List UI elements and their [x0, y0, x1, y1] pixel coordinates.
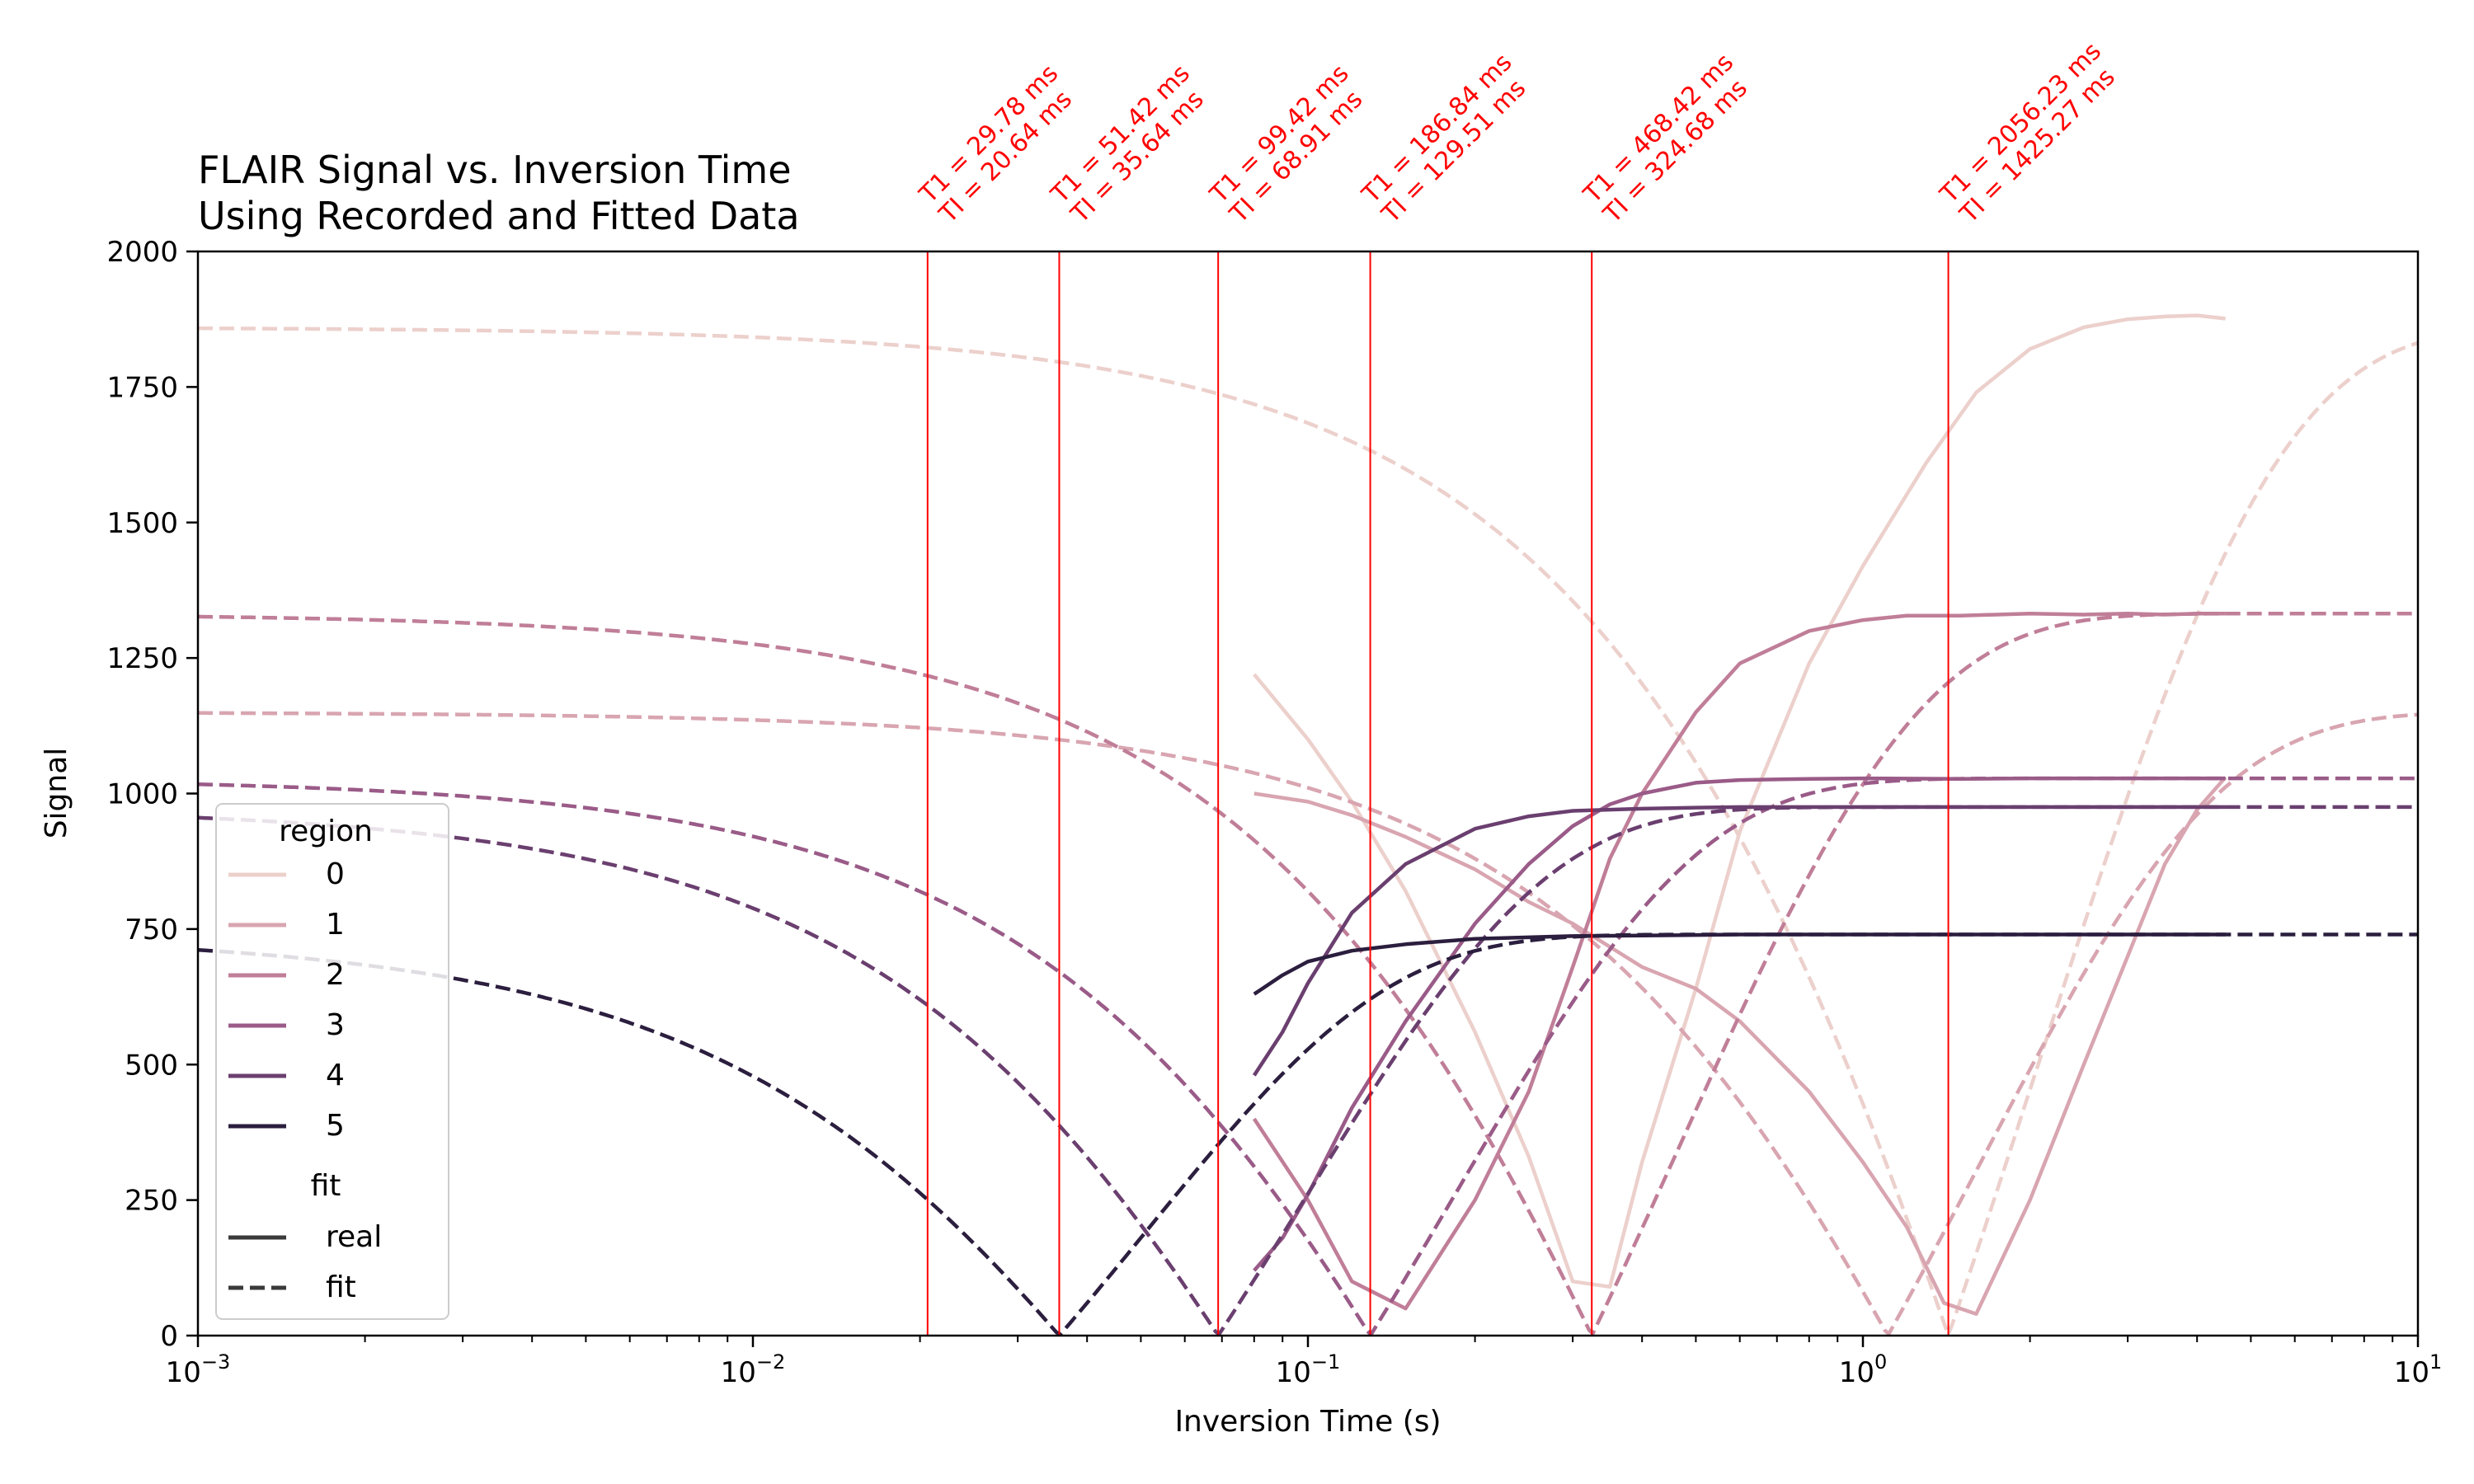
- y-tick-label: 2000: [106, 236, 178, 269]
- legend-style-title: fit: [311, 1169, 341, 1203]
- chart-title: FLAIR Signal vs. Inversion Time Using Re…: [198, 148, 800, 238]
- x-tick-exponent: −2: [756, 1350, 785, 1374]
- fit-line-region-4: [198, 805, 2418, 1336]
- real-line-region-4: [1252, 805, 2226, 1077]
- legend-label-region-3: 3: [326, 1008, 345, 1042]
- real-line-region-3: [1253, 776, 2226, 1272]
- x-tick-exponent: −1: [1311, 1350, 1340, 1374]
- x-tick-base: 10: [166, 1356, 201, 1389]
- legend-box: [215, 803, 449, 1320]
- legend-label-region-2: 2: [326, 958, 345, 992]
- x-axis-label: Inversion Time (s): [1174, 1405, 1441, 1439]
- x-tick-base: 10: [721, 1356, 756, 1389]
- series-region-3: [198, 776, 2418, 1336]
- x-tick-label: 10−1: [1276, 1350, 1341, 1389]
- series-region-1: [198, 711, 2418, 1336]
- legend-label-real: real: [326, 1220, 382, 1254]
- x-tick-label: 10−3: [166, 1350, 231, 1389]
- real-line-region-1: [1253, 776, 2227, 1316]
- legend-label-region-5: 5: [326, 1109, 345, 1143]
- y-tick-label: 750: [125, 913, 178, 946]
- x-tick-base: 10: [1839, 1356, 1874, 1389]
- real-line-region-5: [1253, 932, 2226, 996]
- legend-label-region-0: 0: [326, 857, 345, 891]
- y-tick-label: 250: [125, 1185, 178, 1218]
- x-tick-exponent: 0: [1874, 1350, 1887, 1374]
- x-tick-base: 10: [2394, 1356, 2429, 1389]
- real-line-region-2: [1252, 611, 2226, 1311]
- fit-line-region-1: [198, 711, 2418, 1336]
- x-tick-label: 100: [1839, 1350, 1888, 1389]
- y-tick-label: 1500: [106, 507, 178, 540]
- y-tick-label: 1750: [106, 371, 178, 404]
- x-tick-exponent: −3: [201, 1350, 230, 1374]
- series-region-5: [198, 932, 2418, 1336]
- x-tick-exponent: 1: [2429, 1350, 2442, 1374]
- ti-reference-lines: [926, 251, 1950, 1336]
- x-tick-label: 101: [2394, 1350, 2443, 1389]
- x-tick-base: 10: [1276, 1356, 1311, 1389]
- chart-title-line2: Using Recorded and Fitted Data: [198, 194, 800, 238]
- y-tick-label: 1000: [106, 778, 178, 811]
- legend-hue-title: region: [279, 815, 373, 848]
- y-tick-label: 500: [125, 1049, 178, 1082]
- fit-line-region-2: [198, 611, 2418, 1336]
- real-line-region-0: [1253, 313, 2226, 1289]
- y-tick-label: 1250: [106, 642, 178, 675]
- legend-label-fit: fit: [326, 1270, 356, 1304]
- legend-entries: 0 1 2 3 4 5 real fit: [228, 857, 382, 1304]
- y-axis-label: Signal: [40, 748, 73, 839]
- series-region-4: [198, 805, 2418, 1336]
- x-axis: 10−3 10−2 10−1 100 101: [166, 1336, 2443, 1389]
- y-axis: 0 250 500 750 1000 1250 1500 1750 2000: [106, 236, 198, 1353]
- legend-label-region-1: 1: [326, 908, 345, 942]
- x-tick-label: 10−2: [721, 1350, 786, 1389]
- series-region-2: [198, 611, 2418, 1336]
- chart-title-line1: FLAIR Signal vs. Inversion Time: [198, 148, 792, 192]
- y-tick-label: 0: [160, 1320, 178, 1353]
- legend-label-region-4: 4: [326, 1059, 345, 1092]
- legend: region fit 0 1 2 3 4 5 real fit: [215, 803, 449, 1320]
- series-layer: [198, 313, 2418, 1336]
